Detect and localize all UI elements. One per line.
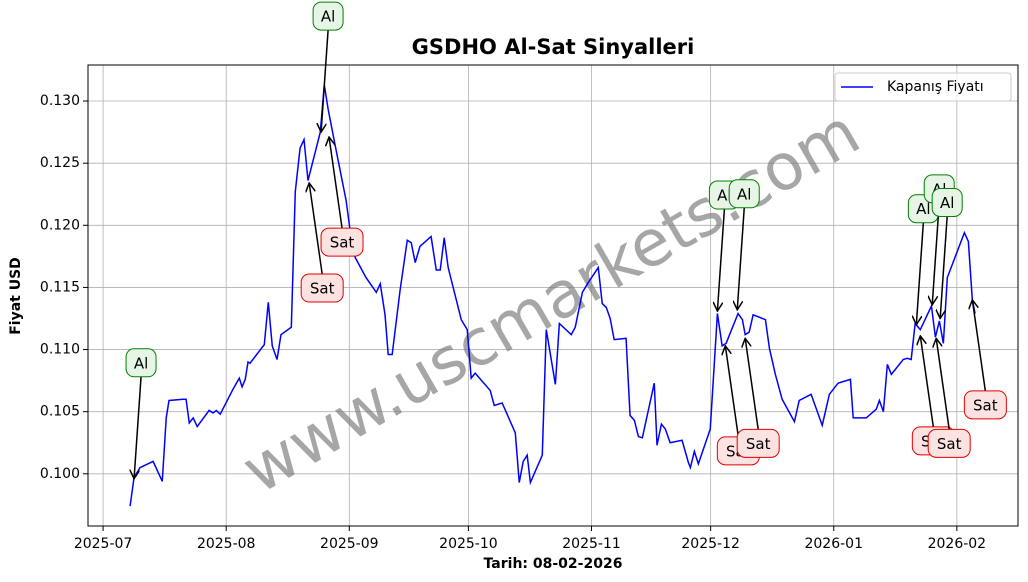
x-tick-label: 2025-07 bbox=[74, 536, 133, 552]
y-tick-label: 0.130 bbox=[40, 93, 80, 109]
x-tick-label: 2026-01 bbox=[804, 536, 863, 552]
sell-label: Sat bbox=[746, 435, 771, 453]
sell-label: Sat bbox=[973, 396, 998, 414]
sell-box bbox=[736, 428, 780, 458]
buy-box bbox=[312, 1, 344, 31]
signal-arrow bbox=[737, 207, 746, 310]
sell-label: Sat bbox=[937, 435, 962, 453]
signal-arrow bbox=[309, 183, 323, 275]
signal-arrow bbox=[936, 338, 950, 430]
signal-arrow bbox=[972, 300, 987, 391]
buy-label: Al bbox=[916, 200, 930, 218]
x-tick-label: 2025-08 bbox=[197, 536, 256, 552]
signal-arrow bbox=[134, 376, 142, 479]
legend-label: Kapanış Fiyatı bbox=[887, 79, 984, 95]
sell-label: Sat bbox=[330, 234, 355, 252]
y-tick-label: 0.105 bbox=[40, 404, 80, 420]
y-tick-label: 0.100 bbox=[40, 466, 80, 482]
signal-arrow bbox=[321, 30, 329, 132]
x-tick-label: 2025-11 bbox=[562, 536, 621, 552]
price-line bbox=[129, 84, 976, 507]
buy-label: Al bbox=[134, 354, 148, 372]
y-tick-label: 0.115 bbox=[40, 279, 80, 295]
signal-arrow bbox=[920, 336, 935, 427]
y-tick-label: 0.110 bbox=[40, 342, 80, 358]
x-tick-label: 2025-12 bbox=[681, 536, 740, 552]
signal-arrow bbox=[725, 346, 740, 437]
buy-label: Al bbox=[737, 185, 751, 203]
buy-label: Al bbox=[717, 187, 731, 205]
x-tick-label: 2025-09 bbox=[320, 536, 379, 552]
buy-box bbox=[125, 348, 157, 378]
sell-box bbox=[927, 428, 971, 458]
y-axis-label: Fiyat USD bbox=[8, 257, 24, 335]
y-tick-label: 0.120 bbox=[40, 217, 80, 233]
signal-arrow bbox=[717, 208, 726, 311]
legend-box bbox=[834, 72, 1012, 102]
buy-box bbox=[728, 179, 760, 209]
x-tick-label: 2026-02 bbox=[928, 536, 987, 552]
buy-box bbox=[931, 187, 963, 217]
signal-arrow bbox=[745, 338, 759, 430]
plot-frame bbox=[87, 64, 1019, 527]
buy-label: Al bbox=[321, 8, 335, 26]
sell-box bbox=[320, 227, 364, 257]
signal-arrow bbox=[329, 137, 343, 229]
signal-arrow bbox=[940, 216, 948, 318]
chart-title: GSDHO Al-Sat Sinyalleri bbox=[412, 35, 695, 59]
sell-box bbox=[300, 273, 344, 303]
x-tick-label: 2025-10 bbox=[439, 536, 498, 552]
y-tick-label: 0.125 bbox=[40, 155, 80, 171]
sell-box bbox=[963, 390, 1007, 420]
sell-label: Sat bbox=[310, 280, 335, 298]
buy-label: Al bbox=[940, 194, 954, 212]
signal-arrow bbox=[916, 222, 925, 325]
signal-arrow bbox=[932, 202, 940, 305]
x-axis-label: Tarih: 08-02-2026 bbox=[484, 556, 623, 572]
